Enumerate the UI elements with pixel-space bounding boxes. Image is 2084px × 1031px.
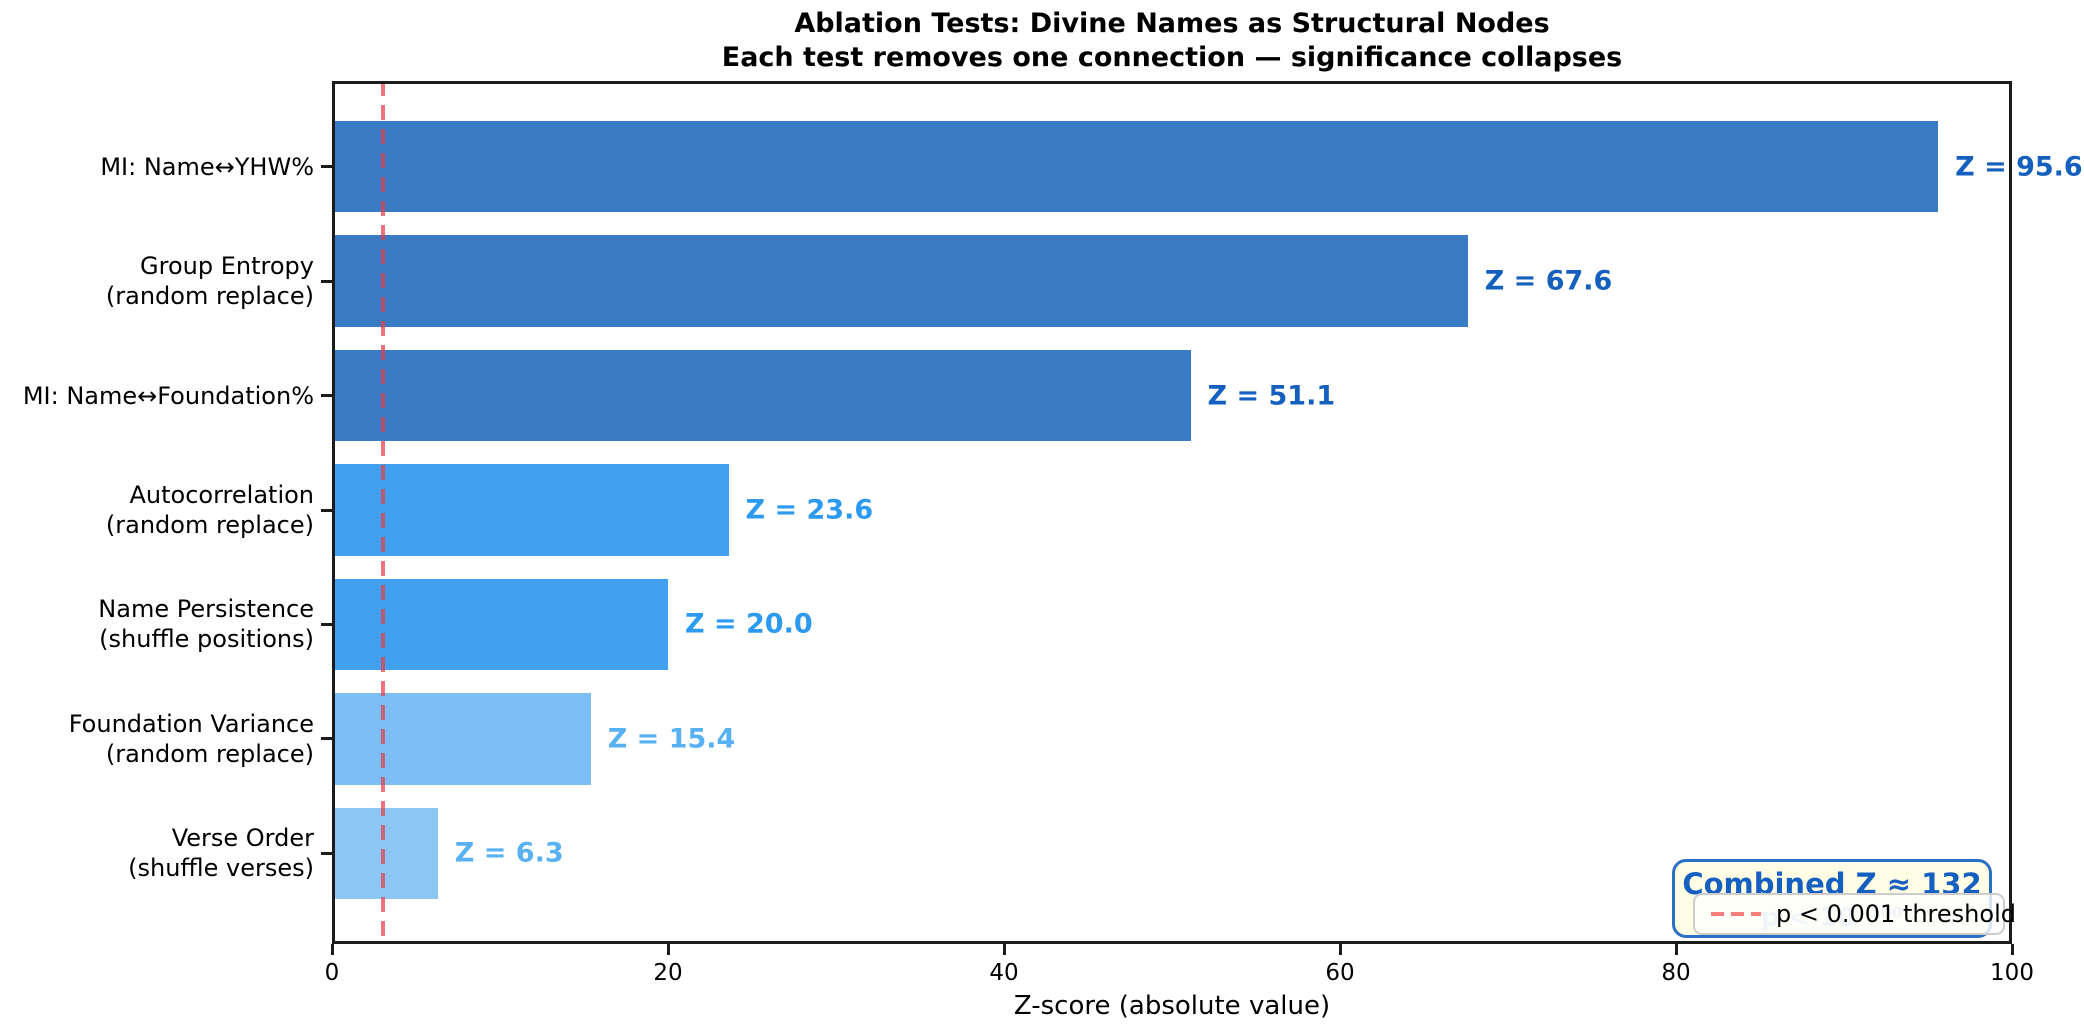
y-axis-label: MI: Name↔YHW%	[100, 152, 314, 181]
legend-entry-label: p < 0.001 threshold	[1776, 900, 2016, 928]
chart-title: Ablation Tests: Divine Names as Structur…	[794, 8, 1550, 39]
y-axis-label: Name Persistence (shuffle positions)	[98, 595, 314, 654]
bar-value-label: Z = 20.0	[685, 608, 813, 640]
y-tick	[321, 508, 332, 512]
x-tick	[1338, 944, 1342, 955]
bar	[332, 464, 729, 556]
bar-value-label: Z = 95.6	[1955, 151, 2083, 183]
bar	[332, 235, 1468, 327]
chart-title-block: Ablation Tests: Divine Names as Structur…	[332, 7, 2012, 75]
bar	[332, 349, 1191, 442]
x-tick-label: 20	[653, 960, 683, 986]
x-tick-label: 60	[1325, 960, 1355, 986]
bar	[332, 578, 668, 671]
legend: p < 0.001 threshold	[1693, 893, 2016, 935]
y-tick	[321, 279, 332, 283]
x-tick	[666, 944, 670, 955]
bar-value-label: Z = 6.3	[454, 837, 564, 869]
y-tick	[321, 622, 332, 626]
x-tick	[1002, 944, 1006, 955]
x-tick	[2010, 944, 2014, 955]
y-axis-label: Verse Order (shuffle verses)	[128, 824, 314, 883]
y-tick	[321, 394, 332, 397]
x-tick-label: 40	[989, 960, 1019, 986]
bar	[332, 693, 591, 785]
y-axis-label: MI: Name↔Foundation%	[22, 381, 314, 410]
y-axis-label: Autocorrelation (random replace)	[105, 481, 314, 539]
bar	[332, 120, 1939, 213]
y-axis-label: Group Entropy (random replace)	[105, 252, 314, 311]
threshold-line	[381, 81, 386, 944]
y-tick	[321, 165, 332, 169]
y-tick	[321, 851, 332, 855]
bar-value-label: Z = 51.1	[1207, 380, 1336, 411]
x-tick-label: 100	[1990, 960, 2034, 986]
bar-value-label: Z = 67.6	[1484, 265, 1613, 297]
x-tick	[330, 944, 334, 955]
x-tick-label: 0	[324, 960, 340, 986]
x-axis-title: Z-score (absolute value)	[1013, 991, 1331, 1021]
bar-value-label: Z = 23.6	[745, 494, 874, 526]
y-axis-label: Foundation Variance (random replace)	[68, 709, 314, 768]
y-tick	[321, 737, 332, 741]
x-tick-label: 80	[1661, 960, 1691, 986]
chart-subtitle: Each test removes one connection — signi…	[721, 42, 1623, 73]
bar-value-label: Z = 15.4	[607, 723, 736, 755]
x-tick	[1674, 944, 1678, 955]
dashed-line-icon	[1711, 912, 1761, 916]
